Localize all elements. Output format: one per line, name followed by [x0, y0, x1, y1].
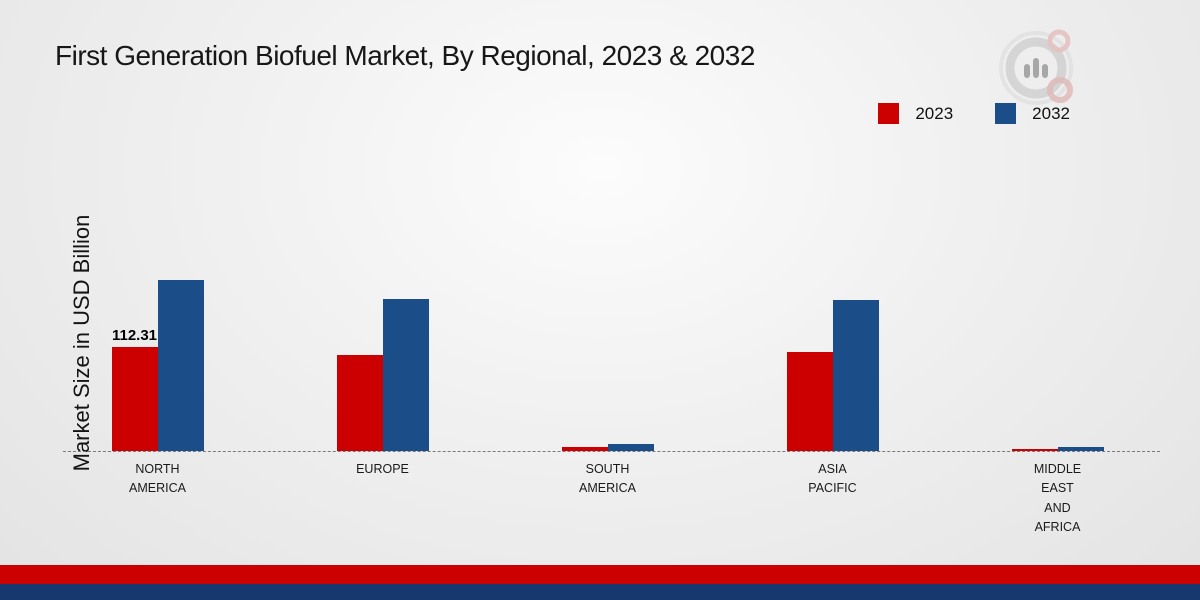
bar-group-europe: EUROPE — [270, 271, 495, 538]
bar-2032-north-america — [157, 280, 204, 451]
category-label: ASIA PACIFIC — [808, 462, 857, 496]
x-axis-baseline — [63, 451, 1160, 452]
bar-chart: 112.31 NORTH AMERICA EUROPE SOUTH AMERICA AS… — [45, 271, 1170, 538]
bar-group-north-america: 112.31 NORTH AMERICA — [45, 271, 270, 538]
bar-2023-europe — [336, 354, 383, 451]
bar-value-label: 112.31 — [111, 327, 158, 345]
page-title: First Generation Biofuel Market, By Regi… — [55, 40, 755, 71]
legend-swatch-2023 — [878, 103, 900, 124]
bar-2032-europe — [382, 299, 429, 451]
legend-item-2023: 2023 — [878, 103, 953, 124]
bar-2023-middle-east-and-africa — [1011, 448, 1058, 451]
bar-2023-north-america — [111, 347, 158, 451]
bar-group-south-america: SOUTH AMERICA — [495, 271, 720, 538]
bars — [336, 271, 429, 451]
footer-red-band — [0, 565, 1200, 584]
bars — [561, 271, 654, 451]
category-label: NORTH AMERICA — [129, 462, 186, 496]
legend-item-2032: 2032 — [995, 103, 1070, 124]
bar-2023-south-america — [561, 446, 608, 451]
bars — [786, 271, 879, 451]
bars: 112.31 — [111, 271, 204, 451]
category-label: EUROPE — [356, 462, 409, 476]
category-label: SOUTH AMERICA — [579, 462, 636, 496]
market-research-logo — [996, 28, 1082, 117]
bar-2032-middle-east-and-africa — [1057, 447, 1104, 451]
legend-label-2023: 2023 — [915, 103, 954, 123]
bar-2032-south-america — [607, 444, 654, 451]
bar-2032-asia-pacific — [832, 300, 879, 451]
bar-group-asia-pacific: ASIA PACIFIC — [720, 271, 945, 538]
legend-label-2032: 2032 — [1032, 103, 1070, 123]
legend-swatch-2032 — [995, 103, 1017, 124]
legend: 2023 2032 — [878, 103, 1070, 124]
bars — [1011, 271, 1104, 451]
bar-2023-asia-pacific — [786, 352, 833, 451]
logo-icon — [999, 29, 1073, 105]
footer-blue-band — [0, 584, 1200, 600]
category-label: MIDDLE EAST AND AFRICA — [1033, 462, 1082, 535]
bar-group-middle-east-and-africa: MIDDLE EAST AND AFRICA — [945, 271, 1170, 538]
